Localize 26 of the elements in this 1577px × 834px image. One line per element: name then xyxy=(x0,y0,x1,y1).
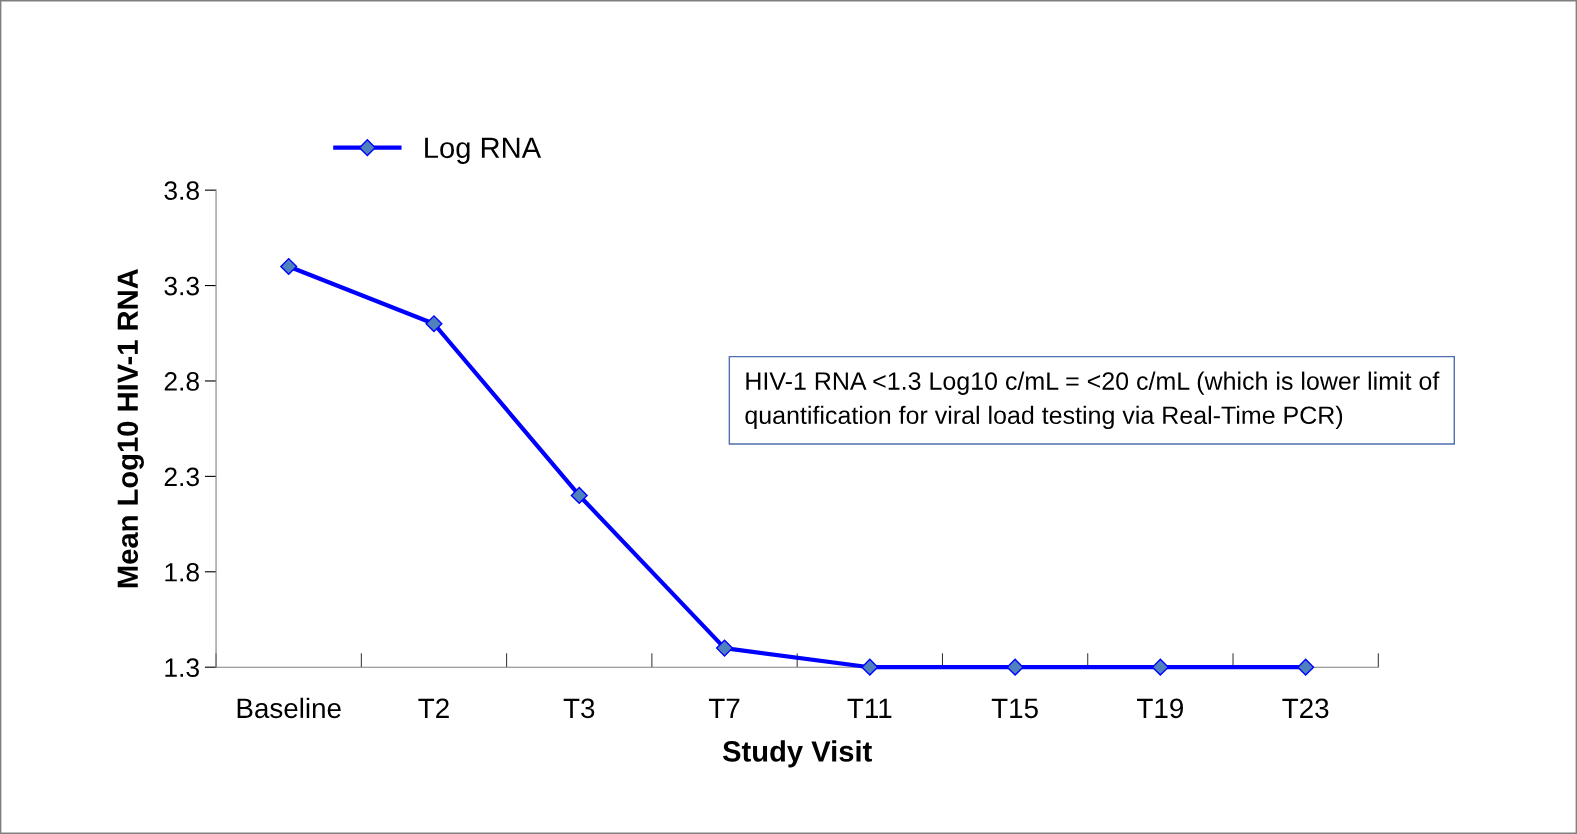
x-tick-label: T15 xyxy=(991,698,1038,719)
point xyxy=(280,257,298,276)
annotation: HIV-1 RNA <1.3 Log10 c/mL = <20 c/mL (which is lower limit of quantification for viral load testing via Real-Time PCR) xyxy=(745,371,1440,430)
y-tick-label: 2.8 xyxy=(164,372,199,391)
x-tick-label: T19 xyxy=(1137,698,1183,719)
y-tick-label: 3.3 xyxy=(164,276,199,296)
point xyxy=(715,639,734,657)
y-tick-label: 3.8 xyxy=(164,181,199,200)
point xyxy=(1297,658,1315,676)
point xyxy=(1151,658,1169,676)
point xyxy=(861,658,879,676)
x-tick-label: Baseline xyxy=(237,697,341,719)
y-tick-label: 1.8 xyxy=(165,562,199,582)
point xyxy=(570,486,588,505)
point xyxy=(1006,658,1024,676)
x-tick-label: T11 xyxy=(847,698,892,718)
x-axis-title: Study Visit xyxy=(722,740,872,768)
x-tick-label: T23 xyxy=(1282,698,1329,719)
point xyxy=(425,315,443,333)
x-tick-label: T3 xyxy=(563,698,595,719)
y-tick-label: 2.3 xyxy=(164,467,199,487)
y-axis-title: Mean Log10 HIV-1 RNA xyxy=(117,268,144,588)
x-tick-label: T7 xyxy=(708,698,740,718)
x-tick-label: T2 xyxy=(418,698,449,718)
y-tick-label: 1.3 xyxy=(165,658,199,678)
legend-label: Log RNA xyxy=(425,137,542,164)
